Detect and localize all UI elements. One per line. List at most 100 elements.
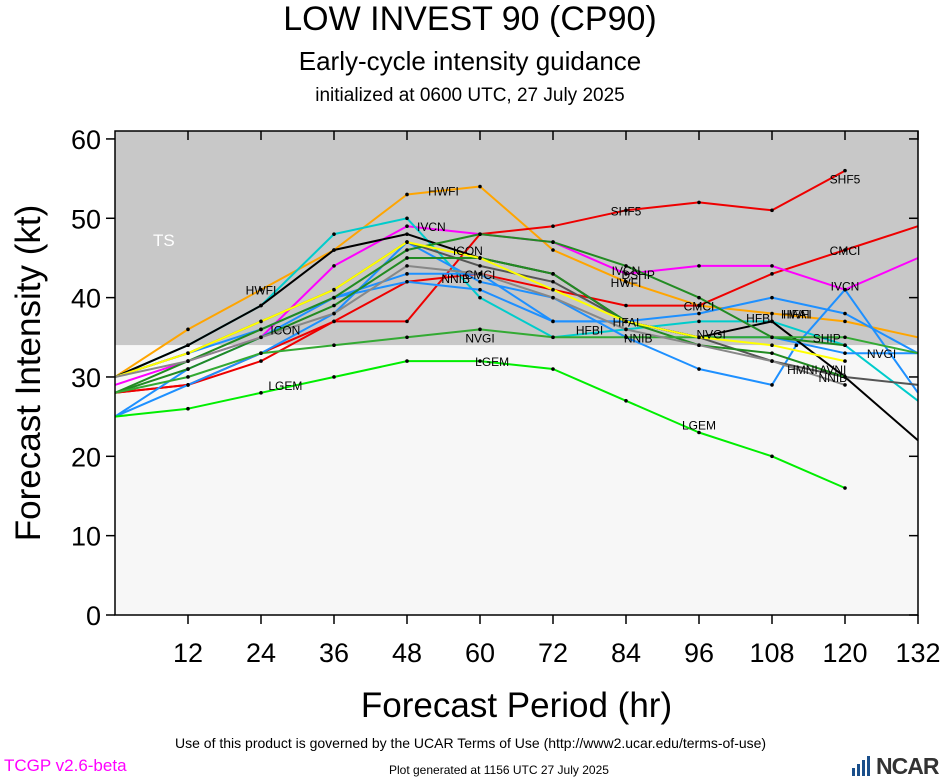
data-point (478, 287, 482, 292)
data-point (843, 359, 847, 363)
data-point (551, 295, 555, 300)
x-tick-label: 108 (749, 638, 794, 668)
data-point (624, 272, 628, 276)
data-point (332, 319, 336, 324)
data-point (624, 303, 628, 308)
data-point (186, 375, 190, 379)
data-point (624, 208, 628, 213)
series-label-hwfi: HWFI (611, 276, 642, 290)
data-point (697, 367, 701, 371)
data-point (186, 406, 190, 411)
data-point (259, 335, 263, 340)
y-tick-label: 60 (71, 125, 101, 155)
data-point (332, 343, 336, 348)
data-point (405, 335, 409, 340)
x-tick-label: 48 (392, 638, 422, 668)
series-label-ivcn: IVCN (417, 220, 446, 234)
data-point (551, 272, 555, 276)
band-below-ts (115, 345, 918, 615)
x-tick-label: 12 (173, 638, 203, 668)
x-tick-label: 96 (684, 638, 714, 668)
data-point (770, 208, 774, 213)
data-point (186, 367, 190, 371)
data-point (332, 248, 336, 252)
data-point (843, 375, 847, 379)
data-point (551, 240, 555, 244)
y-axis-label: Forecast Intensity (kt) (9, 205, 48, 541)
data-point (478, 279, 482, 284)
data-point (259, 287, 263, 292)
data-point (697, 295, 701, 300)
data-point (843, 248, 847, 252)
series-line-nvgi (114, 328, 919, 394)
x-tick-label: 36 (319, 638, 349, 668)
data-point (332, 232, 336, 236)
chart-subtitle: Early-cycle intensity guidance (298, 46, 642, 76)
data-point (843, 168, 847, 173)
series-label-hfbi: HFBI (576, 323, 603, 337)
data-point (624, 264, 628, 268)
data-point (770, 264, 774, 268)
data-point (405, 279, 409, 284)
data-point (770, 454, 774, 459)
data-point (843, 486, 847, 490)
series-label-hwfi: HWFI (246, 284, 277, 298)
data-point (770, 359, 774, 363)
generated-timestamp: Plot generated at 1156 UTC 27 July 2025 (389, 763, 609, 777)
data-point (186, 359, 190, 363)
x-tick-label: 72 (538, 638, 568, 668)
data-point (405, 232, 409, 236)
series-avni (114, 264, 847, 387)
x-tick-label: 24 (246, 638, 276, 668)
band-label-ts: TS (153, 231, 175, 250)
y-tick-label: 20 (71, 442, 101, 472)
series-label-hmni: HMNI (787, 363, 818, 377)
data-point (332, 264, 336, 268)
data-point (405, 192, 409, 197)
series-label-shf5: SHF5 (830, 173, 861, 187)
data-point (478, 184, 482, 189)
data-point (259, 327, 263, 332)
series-label-ivcn: IVCN (612, 264, 641, 278)
data-point (770, 383, 774, 387)
x-tick-label: 132 (895, 638, 940, 668)
data-point (697, 200, 701, 205)
data-point (697, 430, 701, 435)
data-point (332, 375, 336, 379)
data-point (551, 287, 555, 292)
version-label: TCGP v2.6-beta (4, 756, 127, 775)
data-point (405, 224, 409, 229)
data-point (186, 343, 190, 348)
series-label-dshp: DSHP (621, 268, 654, 282)
y-tick-label: 10 (71, 522, 101, 552)
data-point (186, 327, 190, 332)
ncar-logo: NCAR (850, 752, 940, 780)
data-point (770, 319, 774, 324)
series-label-hwfi: HWFI (428, 185, 459, 199)
data-point (551, 248, 555, 252)
series-nvgi (114, 327, 919, 394)
data-point (332, 287, 336, 292)
data-point (259, 303, 263, 308)
x-tick-label: 84 (611, 638, 641, 668)
series-label-nnib: NNIB (441, 272, 470, 286)
data-point (551, 335, 555, 340)
series-line-hwfi (114, 185, 919, 378)
data-point (624, 319, 628, 324)
data-point (405, 319, 409, 324)
data-point (697, 335, 701, 340)
data-point (478, 359, 482, 363)
data-point (405, 264, 409, 268)
data-point (624, 335, 628, 340)
data-point (259, 359, 263, 363)
data-point (843, 383, 847, 387)
series-label-lgem: LGEM (268, 379, 302, 393)
series-label-avni: AVNI (819, 363, 846, 377)
data-point (478, 256, 482, 260)
plot-frame (114, 130, 919, 616)
series-label-lgem: LGEM (682, 419, 716, 433)
terms-of-use-notice: Use of this product is governed by the U… (175, 735, 767, 751)
data-point (259, 391, 263, 395)
data-point (697, 319, 701, 324)
series-label-nvgi: NVGI (696, 327, 725, 341)
